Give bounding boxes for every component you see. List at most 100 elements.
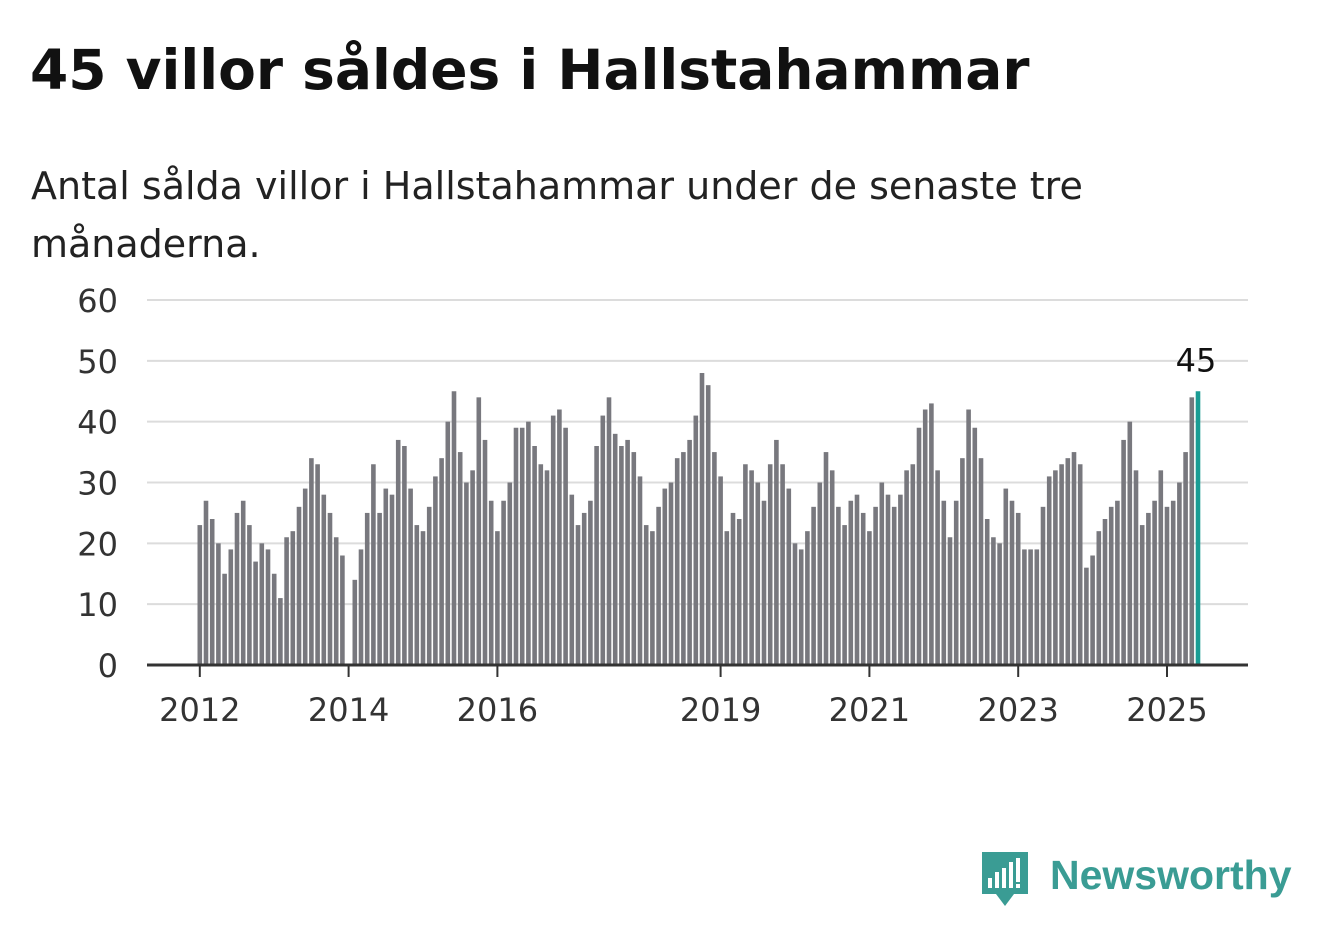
bar [619, 446, 624, 665]
bar-highlighted [1195, 391, 1201, 665]
bar [935, 470, 940, 665]
bar [216, 543, 221, 665]
bar [408, 488, 413, 665]
bar [693, 415, 699, 665]
bar [972, 427, 978, 665]
bar [575, 525, 581, 665]
x-tick-label: 2016 [457, 691, 538, 729]
bar [519, 427, 525, 665]
bar [1046, 476, 1052, 665]
x-tick-label: 2023 [977, 691, 1058, 729]
bar [1090, 555, 1095, 665]
bar [606, 397, 612, 665]
bar [1022, 549, 1027, 665]
bar [420, 531, 426, 665]
bar [922, 409, 928, 665]
bar [197, 525, 203, 665]
bar [786, 488, 792, 665]
bar [240, 500, 246, 665]
bar [340, 555, 345, 665]
bar [1102, 519, 1108, 665]
x-axis-labels: 2012 2014 2016 2019 2021 2023 2025 [159, 665, 1208, 729]
bar [656, 506, 661, 665]
bar [730, 512, 736, 665]
bar [364, 512, 370, 665]
bar [978, 458, 984, 665]
bar [594, 446, 599, 665]
bar [588, 500, 593, 665]
bar [960, 458, 965, 665]
bar [1164, 506, 1170, 665]
bar [1146, 512, 1151, 665]
bar [501, 500, 506, 665]
bar [296, 506, 302, 665]
bar [395, 439, 401, 665]
bar [358, 549, 364, 665]
bar [1077, 464, 1083, 665]
bar [600, 415, 606, 665]
bar [234, 512, 240, 665]
bar [953, 500, 959, 665]
y-tick-label: 20 [77, 525, 118, 563]
bar [532, 446, 537, 665]
x-tick-label: 2021 [829, 691, 910, 729]
y-tick-label: 40 [77, 404, 118, 442]
bar [817, 482, 823, 665]
x-tick-label: 2025 [1126, 691, 1207, 729]
bar [1071, 452, 1077, 665]
bar [464, 482, 469, 665]
bar [941, 500, 947, 665]
annotations: 45 [1176, 341, 1217, 379]
bar [792, 543, 798, 665]
bar [774, 439, 779, 665]
bar [1189, 397, 1195, 665]
bar [309, 458, 314, 665]
bar [848, 500, 854, 665]
bar [1139, 525, 1145, 665]
bar [544, 470, 550, 665]
bar [1177, 482, 1182, 665]
bar [631, 452, 637, 665]
bar [222, 573, 227, 665]
x-tick-label: 2019 [680, 691, 761, 729]
bar [451, 391, 457, 665]
bar [439, 458, 444, 665]
bar [662, 488, 668, 665]
bar [1127, 421, 1133, 665]
bar [284, 537, 289, 665]
bar [550, 415, 556, 665]
bar [569, 494, 575, 665]
bar [563, 427, 568, 665]
bar [1009, 500, 1015, 665]
bar [265, 549, 271, 665]
x-tick-label: 2014 [308, 691, 389, 729]
bar [625, 439, 630, 665]
bar [526, 421, 531, 665]
y-tick-label: 60 [77, 282, 118, 320]
bar [1096, 531, 1102, 665]
bar [767, 464, 773, 665]
bar [371, 464, 376, 665]
bar [426, 506, 432, 665]
bar [383, 488, 389, 665]
bar [315, 464, 320, 665]
bar [829, 470, 835, 665]
bar [538, 464, 544, 665]
bar [402, 446, 407, 665]
bar [643, 525, 649, 665]
bar [470, 470, 475, 665]
bar [699, 373, 705, 665]
chart-subtitle: Antal sålda villor i Hallstahammar under… [31, 164, 1083, 266]
bar [495, 531, 500, 665]
bar [966, 409, 971, 665]
bar [860, 512, 866, 665]
bar [736, 519, 742, 665]
bar [389, 494, 395, 665]
bar [891, 506, 897, 665]
bar [290, 531, 296, 665]
bar [637, 476, 643, 665]
bar [1158, 470, 1164, 665]
bar [1003, 488, 1009, 665]
bar [718, 476, 723, 665]
